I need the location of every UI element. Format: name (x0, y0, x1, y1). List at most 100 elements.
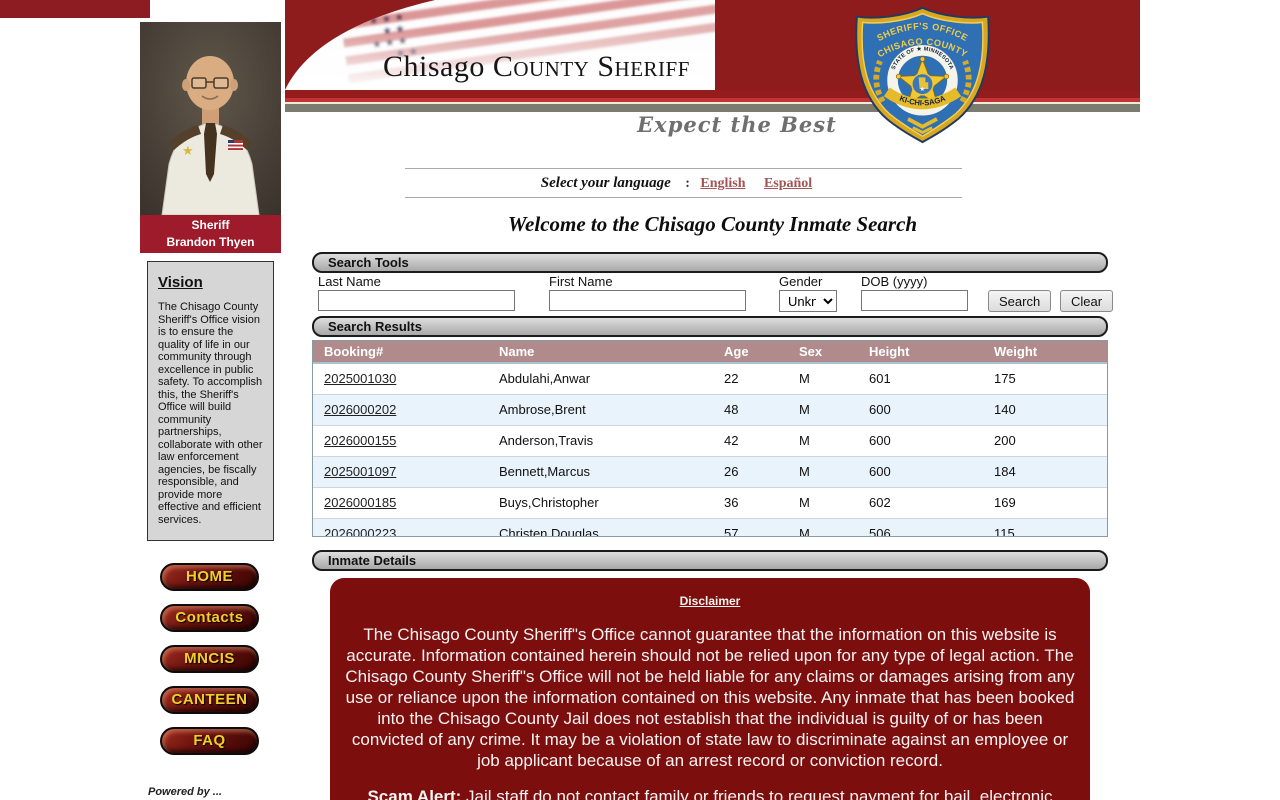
cell-weight: 200 (983, 425, 1107, 457)
cell-age: 36 (713, 487, 788, 519)
gender-select[interactable]: Unknown (779, 290, 837, 312)
table-row: 2026000155 Anderson,Travis 42 M 600 200 (313, 425, 1107, 457)
language-link-espanol[interactable]: Español (763, 176, 813, 191)
sheriff-caption: Sheriff Brandon Thyen (140, 215, 281, 253)
cell-booking: 2025001030 (313, 363, 488, 395)
cell-weight: 169 (983, 487, 1107, 519)
cell-age: 22 (713, 363, 788, 395)
cell-booking: 2026000223 (313, 518, 488, 537)
sidebar-button-canteen[interactable]: CANTEEN (160, 686, 259, 714)
cell-weight: 184 (983, 456, 1107, 488)
col-height: Height (858, 341, 983, 364)
booking-link[interactable]: 2026000202 (324, 402, 397, 417)
cell-height: 600 (858, 425, 983, 457)
cell-weight: 115 (983, 518, 1107, 536)
cell-sex: M (788, 425, 858, 457)
first-name-input[interactable] (549, 290, 746, 311)
table-row: 2026000185 Buys,Christopher 36 M 602 169 (313, 487, 1107, 519)
booking-link[interactable]: 2025001030 (324, 371, 397, 387)
disclaimer-text: The Chisago County Sheriff"s Office cann… (345, 625, 1075, 770)
gender-label: Gender (779, 274, 823, 289)
results-table: Booking# Name Age Sex Height Weight 2025… (313, 341, 1107, 537)
powered-by-text: Powered by ... (148, 786, 222, 798)
booking-link[interactable]: 2026000155 (324, 433, 397, 448)
clear-button[interactable]: Clear (1060, 290, 1114, 312)
disclaimer-panel: Disclaimer The Chisago County Sheriff"s … (330, 578, 1090, 800)
sheriff-photo: ★ (140, 22, 281, 216)
booking-link[interactable]: 2026000185 (324, 495, 397, 510)
scam-alert-body: Jail staff do not contact family or frie… (461, 787, 1053, 800)
cell-name: Buys,Christopher (488, 487, 713, 519)
us-flag-graphic: ★ ★ ★ ★ ★ ★ ★ ★ ★ ★ (285, 0, 715, 90)
table-row: 2025001030 Abdulahi,Anwar 22 M 601 175 (313, 363, 1107, 395)
language-label: Select your language (540, 175, 671, 191)
tagline: Expect the Best (637, 112, 837, 137)
last-name-label: Last Name (318, 274, 381, 289)
header-stripe-maroon (285, 90, 1140, 98)
vision-box: Vision The Chisago County Sheriff's Offi… (147, 261, 274, 541)
language-link-english[interactable]: English (700, 176, 746, 191)
search-results-header: Search Results (312, 316, 1108, 337)
sheriff-badge-logo: ★ SHERIFF'S OFFICE CHISAGO COUNTY STATE … (850, 5, 995, 145)
cell-booking: 2025001097 (313, 456, 488, 488)
dob-label: DOB (yyyy) (861, 274, 928, 289)
cell-sex: M (788, 487, 858, 519)
dob-input[interactable] (861, 290, 968, 311)
cell-name: Abdulahi,Anwar (488, 363, 713, 395)
cell-sex: M (788, 456, 858, 488)
header-banner: ★ ★ ★ ★ ★ ★ ★ ★ ★ ★ Chisago County Sheri… (285, 0, 1140, 90)
language-colon: : (685, 176, 690, 191)
table-header-row: Booking# Name Age Sex Height Weight (313, 341, 1107, 364)
sidebar-button-home[interactable]: HOME (160, 563, 259, 591)
cell-age: 26 (713, 456, 788, 488)
cell-age: 42 (713, 425, 788, 457)
col-sex: Sex (788, 341, 858, 364)
cell-name: Anderson,Travis (488, 425, 713, 457)
cell-height: 601 (858, 363, 983, 395)
header-stripe-cream (285, 102, 1140, 104)
sidebar: ★ Sheriff Brandon Thyen Vision The Chisa… (140, 0, 281, 800)
page-title: Chisago County Sheriff (383, 50, 1023, 84)
cell-name: Ambrose,Brent (488, 394, 713, 426)
page-title-caps: County Sheriff (492, 50, 690, 83)
disclaimer-heading: Disclaimer (679, 594, 741, 608)
col-age: Age (713, 341, 788, 364)
last-name-input[interactable] (318, 290, 515, 311)
booking-link[interactable]: 2026000223 (324, 526, 397, 537)
welcome-heading: Welcome to the Chisago County Inmate Sea… (507, 212, 918, 236)
cell-sex: M (788, 518, 858, 536)
search-tools-header: Search Tools (312, 252, 1108, 273)
cell-sex: M (788, 363, 858, 395)
cell-weight: 140 (983, 394, 1107, 426)
sidebar-button-faq[interactable]: FAQ (160, 727, 259, 755)
svg-text:KI-CHI-SAGA: KI-CHI-SAGA (898, 94, 947, 108)
scam-alert-label: Scam Alert: (367, 787, 462, 800)
search-form: Last Name First Name Gender DOB (yyyy) U… (312, 272, 1114, 316)
cell-booking: 2026000202 (313, 394, 488, 426)
sheriff-portrait-image: ★ (140, 22, 281, 216)
booking-link[interactable]: 2025001097 (324, 464, 397, 479)
cell-weight: 175 (983, 363, 1107, 395)
cell-name: Christen,Douglas (488, 518, 713, 536)
table-row: 2025001097 Bennett,Marcus 26 M 600 184 (313, 456, 1107, 488)
vision-heading: Vision (158, 274, 203, 291)
cell-height: 600 (858, 394, 983, 426)
header-stripe-red (285, 98, 1140, 102)
svg-text:★: ★ (182, 143, 194, 158)
scam-alert-text: Scam Alert: Jail staff do not contact fa… (342, 786, 1078, 800)
cell-age: 48 (713, 394, 788, 426)
col-booking: Booking# (313, 341, 488, 364)
header-stripe-gray (285, 104, 1140, 112)
cell-booking: 2026000185 (313, 487, 488, 519)
search-button[interactable]: Search (988, 290, 1052, 312)
sheriff-caption-name: Brandon Thyen (166, 235, 255, 249)
badge-text-kichisaga: KI-CHI-SAGA (898, 94, 947, 108)
cell-age: 57 (713, 518, 788, 536)
table-row: 2026000202 Ambrose,Brent 48 M 600 140 (313, 394, 1107, 426)
sidebar-button-mncis[interactable]: MNCIS (160, 645, 259, 673)
sidebar-button-contacts[interactable]: Contacts (160, 604, 259, 632)
cell-height: 506 (858, 518, 983, 536)
cell-name: Bennett,Marcus (488, 456, 713, 488)
cell-booking: 2026000155 (313, 425, 488, 457)
